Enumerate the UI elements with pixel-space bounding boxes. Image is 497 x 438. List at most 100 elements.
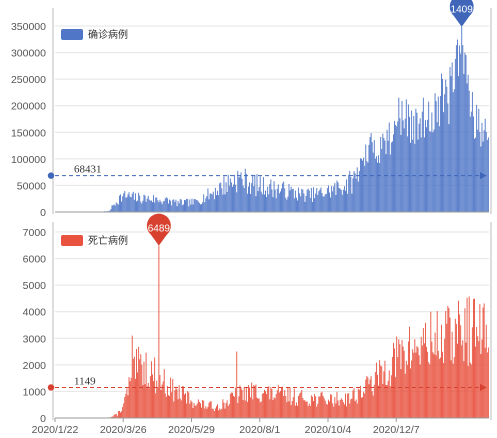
bar xyxy=(147,195,149,212)
bar xyxy=(435,355,437,418)
bar xyxy=(397,357,399,418)
bar xyxy=(432,352,434,418)
bar xyxy=(430,131,432,212)
bar xyxy=(298,187,300,212)
bar xyxy=(251,183,253,212)
bar xyxy=(255,196,257,212)
bar xyxy=(192,204,194,212)
bar xyxy=(345,190,346,212)
bar xyxy=(128,377,130,418)
max-value-pin: 6489 xyxy=(146,213,171,246)
bar xyxy=(413,115,415,212)
bar xyxy=(404,373,406,418)
bar xyxy=(213,199,215,212)
bar xyxy=(267,186,269,212)
legend: 确诊病例 xyxy=(61,28,128,41)
bar xyxy=(315,193,317,212)
x-tick-label: 2020/1/22 xyxy=(32,424,79,436)
bar xyxy=(327,185,329,212)
bar xyxy=(357,388,359,418)
bar xyxy=(285,197,287,212)
y-tick-label: 3000 xyxy=(23,333,47,345)
bar xyxy=(423,137,425,212)
bar xyxy=(367,377,369,418)
bar xyxy=(390,375,392,418)
bar xyxy=(303,193,305,212)
bar xyxy=(283,396,285,418)
bar xyxy=(487,347,489,418)
bar xyxy=(152,202,153,212)
bar xyxy=(370,133,372,212)
bar xyxy=(355,399,357,418)
bar xyxy=(293,388,295,418)
bar xyxy=(285,396,287,418)
bar xyxy=(326,404,328,418)
bar xyxy=(206,196,208,212)
bar xyxy=(218,195,220,212)
bar xyxy=(268,386,270,418)
bar xyxy=(380,365,382,418)
bar xyxy=(305,401,307,418)
bar xyxy=(260,191,262,212)
bar xyxy=(343,186,345,212)
bar xyxy=(465,55,467,212)
bar xyxy=(170,200,172,212)
legend-swatch xyxy=(61,235,83,246)
bar xyxy=(246,401,248,418)
bar xyxy=(299,393,301,418)
bar xyxy=(191,198,193,212)
bar xyxy=(134,193,136,212)
bar xyxy=(230,392,232,418)
y-tick-label: 1000 xyxy=(23,386,47,398)
bar xyxy=(277,184,279,212)
bar xyxy=(222,194,224,212)
bar xyxy=(339,188,341,212)
bar xyxy=(314,394,316,418)
bar xyxy=(174,390,176,418)
bar xyxy=(412,349,414,418)
bar xyxy=(278,392,280,418)
bar xyxy=(348,174,350,212)
bar xyxy=(255,384,257,418)
bar xyxy=(117,411,119,418)
bar xyxy=(182,204,184,212)
bar xyxy=(379,360,381,418)
bar xyxy=(342,402,344,418)
bar xyxy=(118,410,120,418)
bar xyxy=(214,408,216,418)
bar xyxy=(459,314,461,418)
bar xyxy=(347,393,349,418)
bar xyxy=(175,386,177,418)
bar xyxy=(162,381,164,418)
bar xyxy=(398,339,400,418)
bar xyxy=(400,134,402,212)
bar xyxy=(187,391,189,418)
bar xyxy=(158,202,160,212)
y-tick-label: 250000 xyxy=(11,74,46,86)
bar xyxy=(422,327,424,418)
bar xyxy=(485,131,487,212)
bar xyxy=(331,394,333,418)
bar xyxy=(366,376,368,418)
bar xyxy=(238,396,240,418)
bar xyxy=(225,182,227,212)
bar xyxy=(445,311,447,418)
bar xyxy=(356,167,358,212)
bar xyxy=(173,199,175,212)
bar xyxy=(443,112,445,212)
bar xyxy=(375,156,377,212)
y-tick-label: 150000 xyxy=(11,127,46,139)
bar xyxy=(140,201,142,212)
bar xyxy=(227,174,229,212)
bar xyxy=(475,137,477,212)
bar xyxy=(299,193,301,212)
average-arrow xyxy=(480,383,487,391)
y-tick-label: 0 xyxy=(40,207,46,219)
bar xyxy=(369,137,371,212)
bar xyxy=(315,396,317,418)
bar xyxy=(310,187,312,212)
bar xyxy=(479,132,481,212)
bar xyxy=(474,138,475,212)
bar xyxy=(458,76,459,212)
bar xyxy=(112,416,114,418)
